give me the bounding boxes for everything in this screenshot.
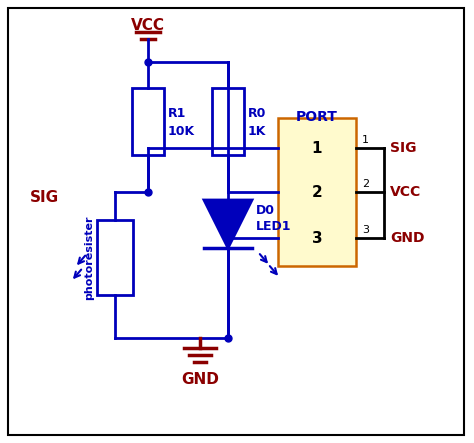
Text: GND: GND	[390, 231, 425, 245]
Text: VCC: VCC	[390, 185, 421, 199]
Text: VCC: VCC	[131, 18, 165, 33]
Text: GND: GND	[181, 372, 219, 387]
Text: 3: 3	[362, 225, 369, 235]
Bar	[212, 88, 244, 155]
Text: 2: 2	[311, 184, 322, 199]
Text: 3: 3	[312, 230, 322, 245]
Bar	[278, 118, 356, 266]
Text: R0: R0	[248, 106, 266, 120]
Text: 1: 1	[312, 140, 322, 155]
Bar	[97, 220, 133, 295]
Text: SIG: SIG	[390, 141, 417, 155]
Bar	[132, 88, 164, 155]
Text: LED1: LED1	[256, 219, 292, 233]
Text: 1: 1	[362, 135, 369, 145]
Text: PORT: PORT	[296, 110, 338, 124]
Text: R1: R1	[168, 106, 186, 120]
Text: 10K: 10K	[168, 124, 195, 137]
Text: 1K: 1K	[248, 124, 266, 137]
Text: D0: D0	[256, 203, 275, 217]
Text: 2: 2	[362, 179, 369, 189]
Text: SIG: SIG	[30, 190, 59, 205]
Polygon shape	[204, 200, 252, 248]
Text: photoresister: photoresister	[84, 215, 94, 300]
